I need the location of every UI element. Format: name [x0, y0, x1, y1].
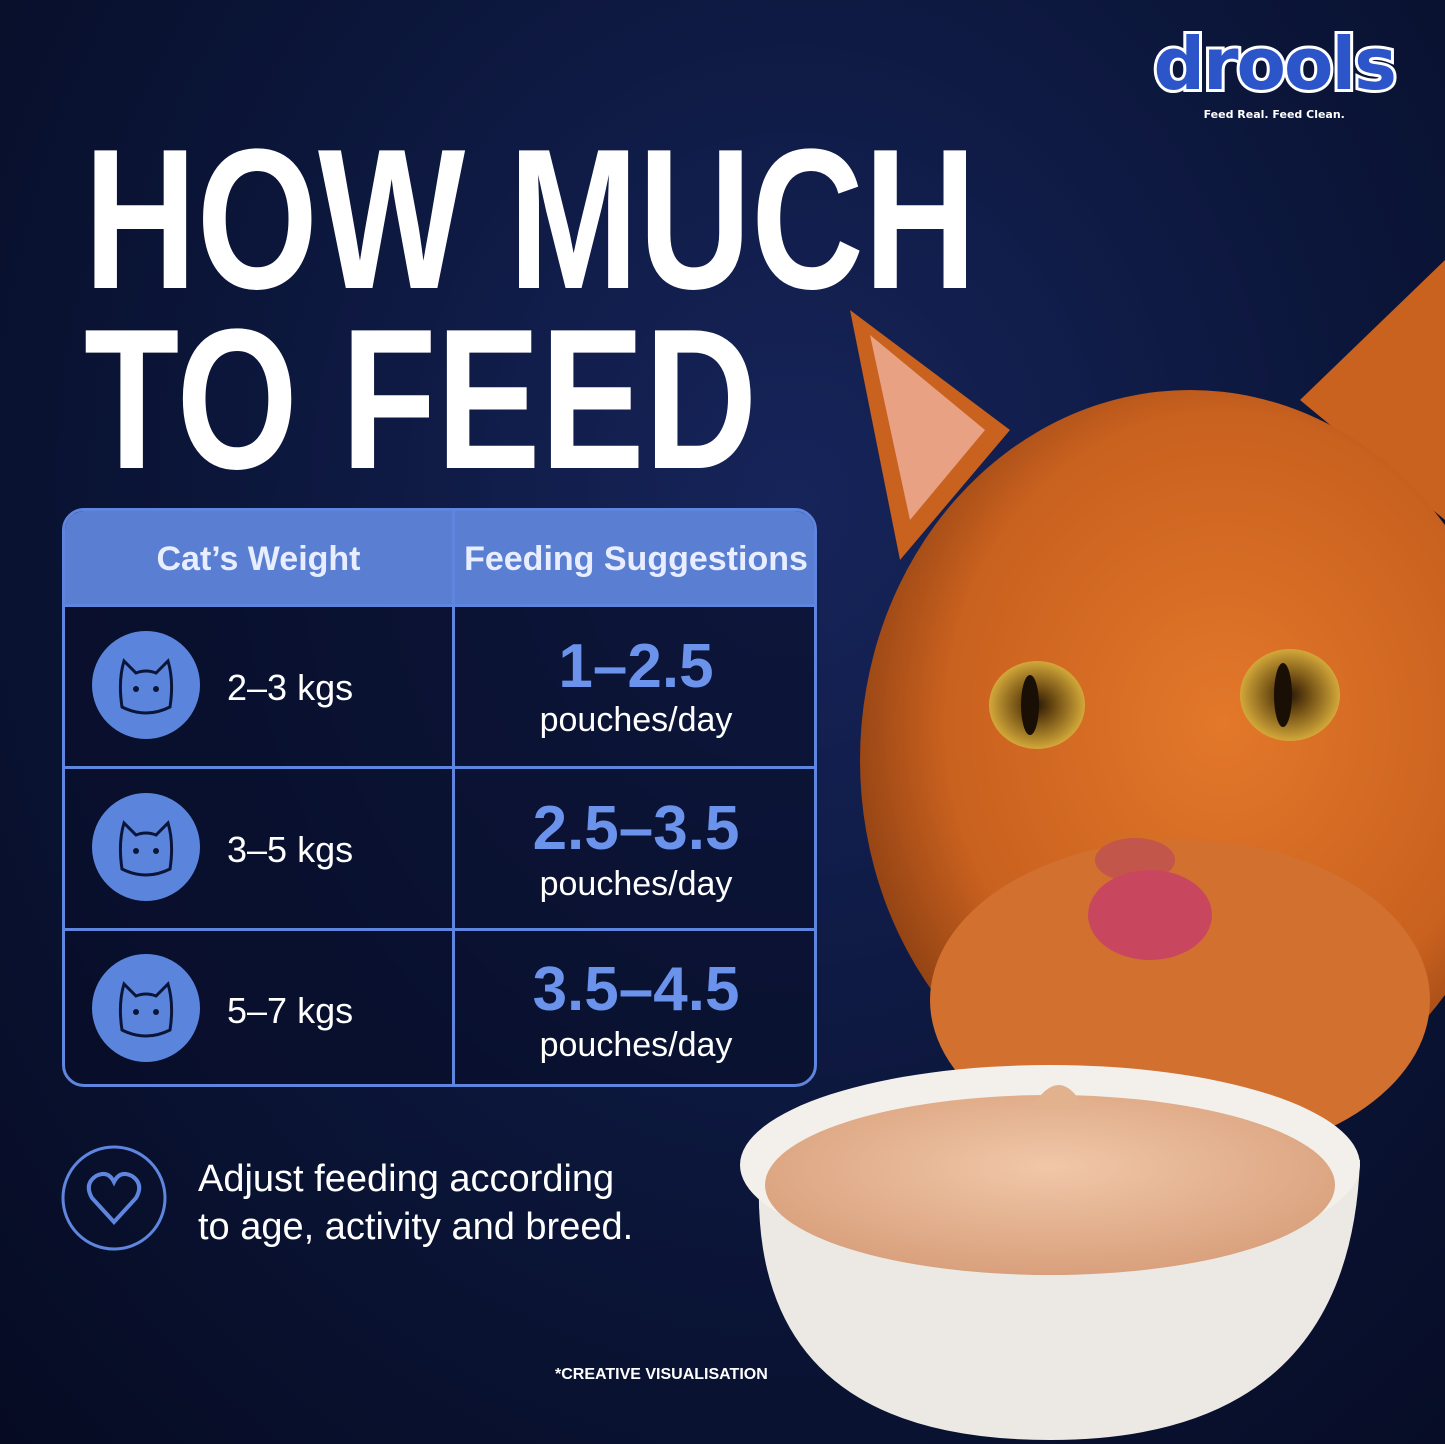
weight: 3–5 kgs [227, 829, 354, 870]
cat-eye [153, 848, 159, 854]
cat-eye [133, 686, 139, 692]
cat-icon [92, 954, 200, 1062]
unit: pouches/day [539, 701, 733, 739]
footnote: *CREATIVE VISUALISATION [555, 1366, 768, 1383]
cat-eye [133, 848, 139, 854]
brand: drools Feed Real. Feed Clean. [1150, 19, 1399, 121]
cat-icon [92, 793, 200, 901]
divider [65, 766, 814, 769]
unit: pouches/day [539, 865, 733, 903]
note-line: Adjust feeding according [198, 1158, 615, 1200]
unit: pouches/day [539, 1026, 733, 1064]
cat-glyph [118, 981, 174, 1038]
note-line: to age, activity and breed. [198, 1206, 634, 1248]
column-header: Cat’s Weight [65, 511, 452, 607]
cat-outline [118, 981, 174, 1038]
brand-tagline: Feed Real. Feed Clean. [1203, 108, 1345, 121]
cat-eye [153, 1009, 159, 1015]
cat-glyph [118, 658, 174, 715]
title-line: TO FEED [84, 288, 758, 511]
cat-eye [153, 686, 159, 692]
feeding-table: Cat’s Weight Feeding Suggestions 2–3 kgs… [62, 508, 817, 1087]
column-header: Feeding Suggestions [455, 511, 814, 607]
cat-glyph [118, 820, 174, 877]
amount: 1–2.5 [558, 632, 714, 701]
title-line: HOW MUCH [84, 108, 977, 331]
divider [452, 511, 455, 1084]
brand-name: drools [1150, 19, 1399, 109]
note: Adjust feeding according to age, activit… [198, 1155, 633, 1251]
cat-icon [92, 631, 200, 739]
amount: 2.5–3.5 [532, 794, 740, 863]
cat-outline [118, 658, 174, 715]
divider [65, 604, 814, 607]
cat-eye [133, 1009, 139, 1015]
weight: 5–7 kgs [227, 990, 354, 1031]
cat-outline [118, 820, 174, 877]
amount: 3.5–4.5 [532, 955, 740, 1024]
divider [65, 928, 814, 931]
weight: 2–3 kgs [227, 667, 354, 708]
